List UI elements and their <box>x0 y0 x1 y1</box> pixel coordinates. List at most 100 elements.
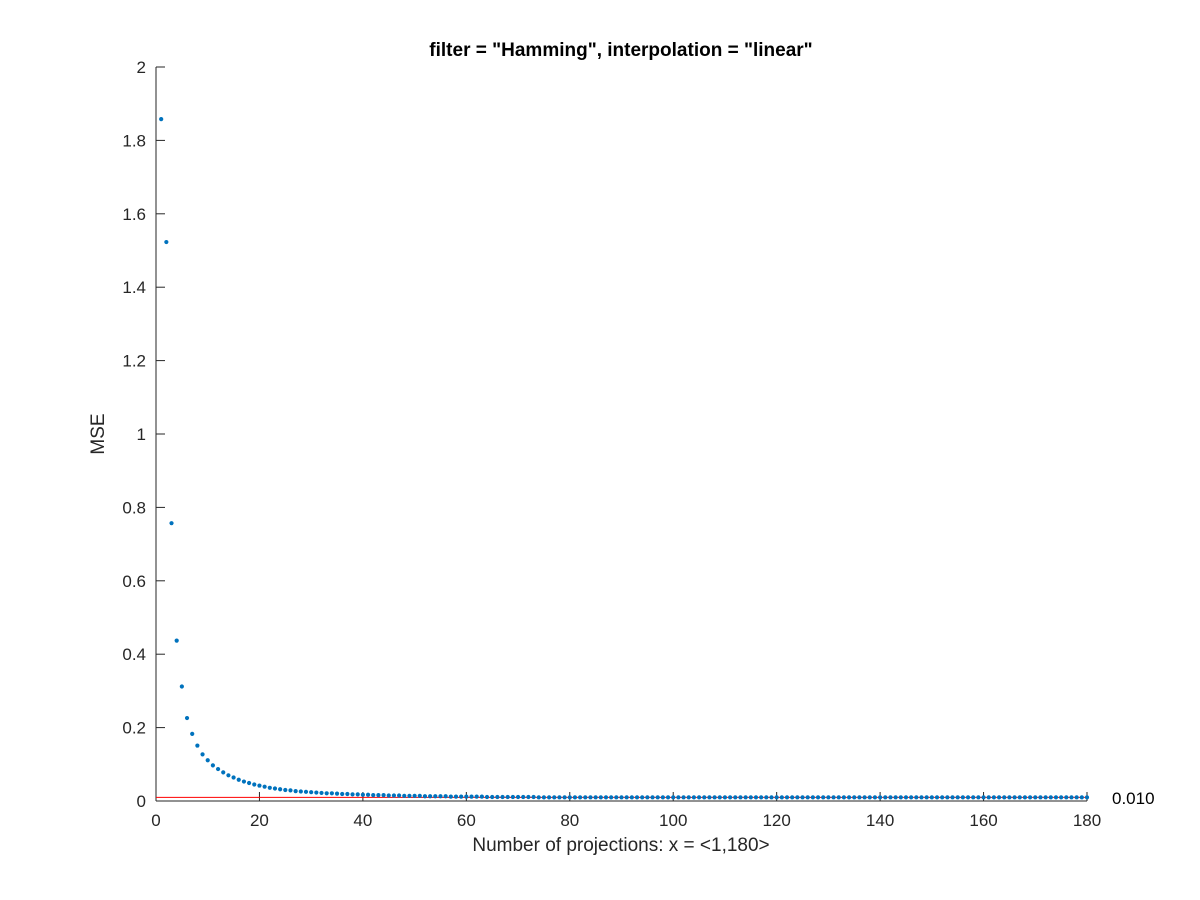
y-tick-label: 1.8 <box>122 131 146 150</box>
data-point <box>738 795 743 800</box>
data-point <box>878 795 883 800</box>
data-point <box>1084 795 1090 800</box>
data-point <box>293 788 298 794</box>
x-tick-label: 60 <box>457 811 476 830</box>
data-point <box>526 794 531 800</box>
data-point <box>671 795 676 800</box>
data-point <box>241 779 247 784</box>
y-tick-label: 1.4 <box>122 278 146 297</box>
data-point <box>350 792 355 797</box>
data-point <box>215 766 221 772</box>
data-point <box>764 795 769 800</box>
data-point <box>676 795 681 800</box>
data-point <box>298 789 303 794</box>
data-point <box>283 787 288 793</box>
data-point <box>903 795 909 800</box>
data-point <box>862 795 867 800</box>
data-point <box>371 793 376 798</box>
data-point <box>422 794 428 799</box>
data-point <box>955 795 960 800</box>
x-tick-label: 20 <box>250 811 269 830</box>
data-point <box>691 795 697 800</box>
reference-line-label: 0.010 <box>1112 789 1155 808</box>
data-point <box>640 795 645 800</box>
data-point <box>996 795 1002 800</box>
data-point <box>805 795 810 800</box>
data-point <box>391 793 397 798</box>
data-point <box>888 795 893 800</box>
data-point <box>759 795 764 800</box>
data-point <box>469 794 474 799</box>
data-point <box>190 731 195 736</box>
data-point <box>552 795 557 800</box>
data-point <box>174 638 179 643</box>
data-point <box>733 795 738 800</box>
data-point <box>459 794 464 799</box>
data-point <box>314 790 319 795</box>
data-point <box>340 791 345 797</box>
data-point <box>184 715 190 721</box>
data-point <box>1033 795 1038 800</box>
data-point <box>728 795 733 800</box>
data-point <box>443 794 448 799</box>
data-point <box>779 795 784 800</box>
data-point <box>334 791 340 796</box>
x-axis-label: Number of projections: x = <1,180> <box>472 835 769 856</box>
data-point <box>505 794 510 800</box>
data-point <box>1038 795 1043 800</box>
data-point <box>428 794 433 799</box>
data-point <box>945 795 950 800</box>
data-point <box>619 795 624 800</box>
data-point <box>278 787 283 792</box>
data-point <box>598 795 603 800</box>
data-point <box>821 795 826 800</box>
data-point <box>660 795 665 800</box>
x-tick-label: 0 <box>151 811 160 830</box>
data-point <box>702 795 707 800</box>
data-point <box>665 795 671 800</box>
x-ticks: 0 20 40 60 80 100 120 140 160 180 <box>151 792 1101 830</box>
data-point <box>609 795 614 800</box>
data-point <box>329 791 334 796</box>
data-point <box>867 795 872 800</box>
data-point <box>929 795 934 800</box>
data-point <box>826 795 831 800</box>
data-point <box>490 794 495 800</box>
x-tick-label: 180 <box>1073 811 1101 830</box>
data-point <box>603 795 609 800</box>
data-point <box>200 752 205 757</box>
data-point <box>991 795 997 800</box>
x-tick-label: 80 <box>560 811 579 830</box>
chart-title: filter = "Hamming", interpolation = "lin… <box>429 40 812 61</box>
y-ticks: 0 0.2 0.4 0.6 0.8 1 1.2 1.4 1.6 1.8 2 <box>122 58 165 811</box>
y-tick-label: 0 <box>137 792 146 811</box>
data-point <box>681 795 686 800</box>
x-tick-label: 120 <box>762 811 790 830</box>
data-point <box>971 795 976 800</box>
data-point <box>324 791 329 796</box>
data-point <box>986 795 991 800</box>
y-tick-label: 0.4 <box>122 645 146 664</box>
data-point <box>546 795 552 800</box>
data-point <box>784 795 790 800</box>
data-point <box>484 794 490 800</box>
data-point <box>536 795 541 800</box>
data-point <box>748 795 753 800</box>
data-point <box>712 795 717 800</box>
data-point <box>1069 795 1074 800</box>
data-point <box>510 794 515 800</box>
data-point <box>583 795 588 800</box>
data-point <box>898 795 903 800</box>
data-point <box>164 239 169 245</box>
data-point <box>1059 795 1064 800</box>
data-point <box>169 521 174 526</box>
data-point <box>236 777 241 782</box>
data-point <box>707 795 712 800</box>
x-tick-label: 40 <box>353 811 372 830</box>
data-point <box>976 795 981 800</box>
plot-axes <box>155 67 1087 802</box>
data-point <box>433 794 438 799</box>
data-point <box>226 773 231 778</box>
data-point <box>365 792 371 797</box>
